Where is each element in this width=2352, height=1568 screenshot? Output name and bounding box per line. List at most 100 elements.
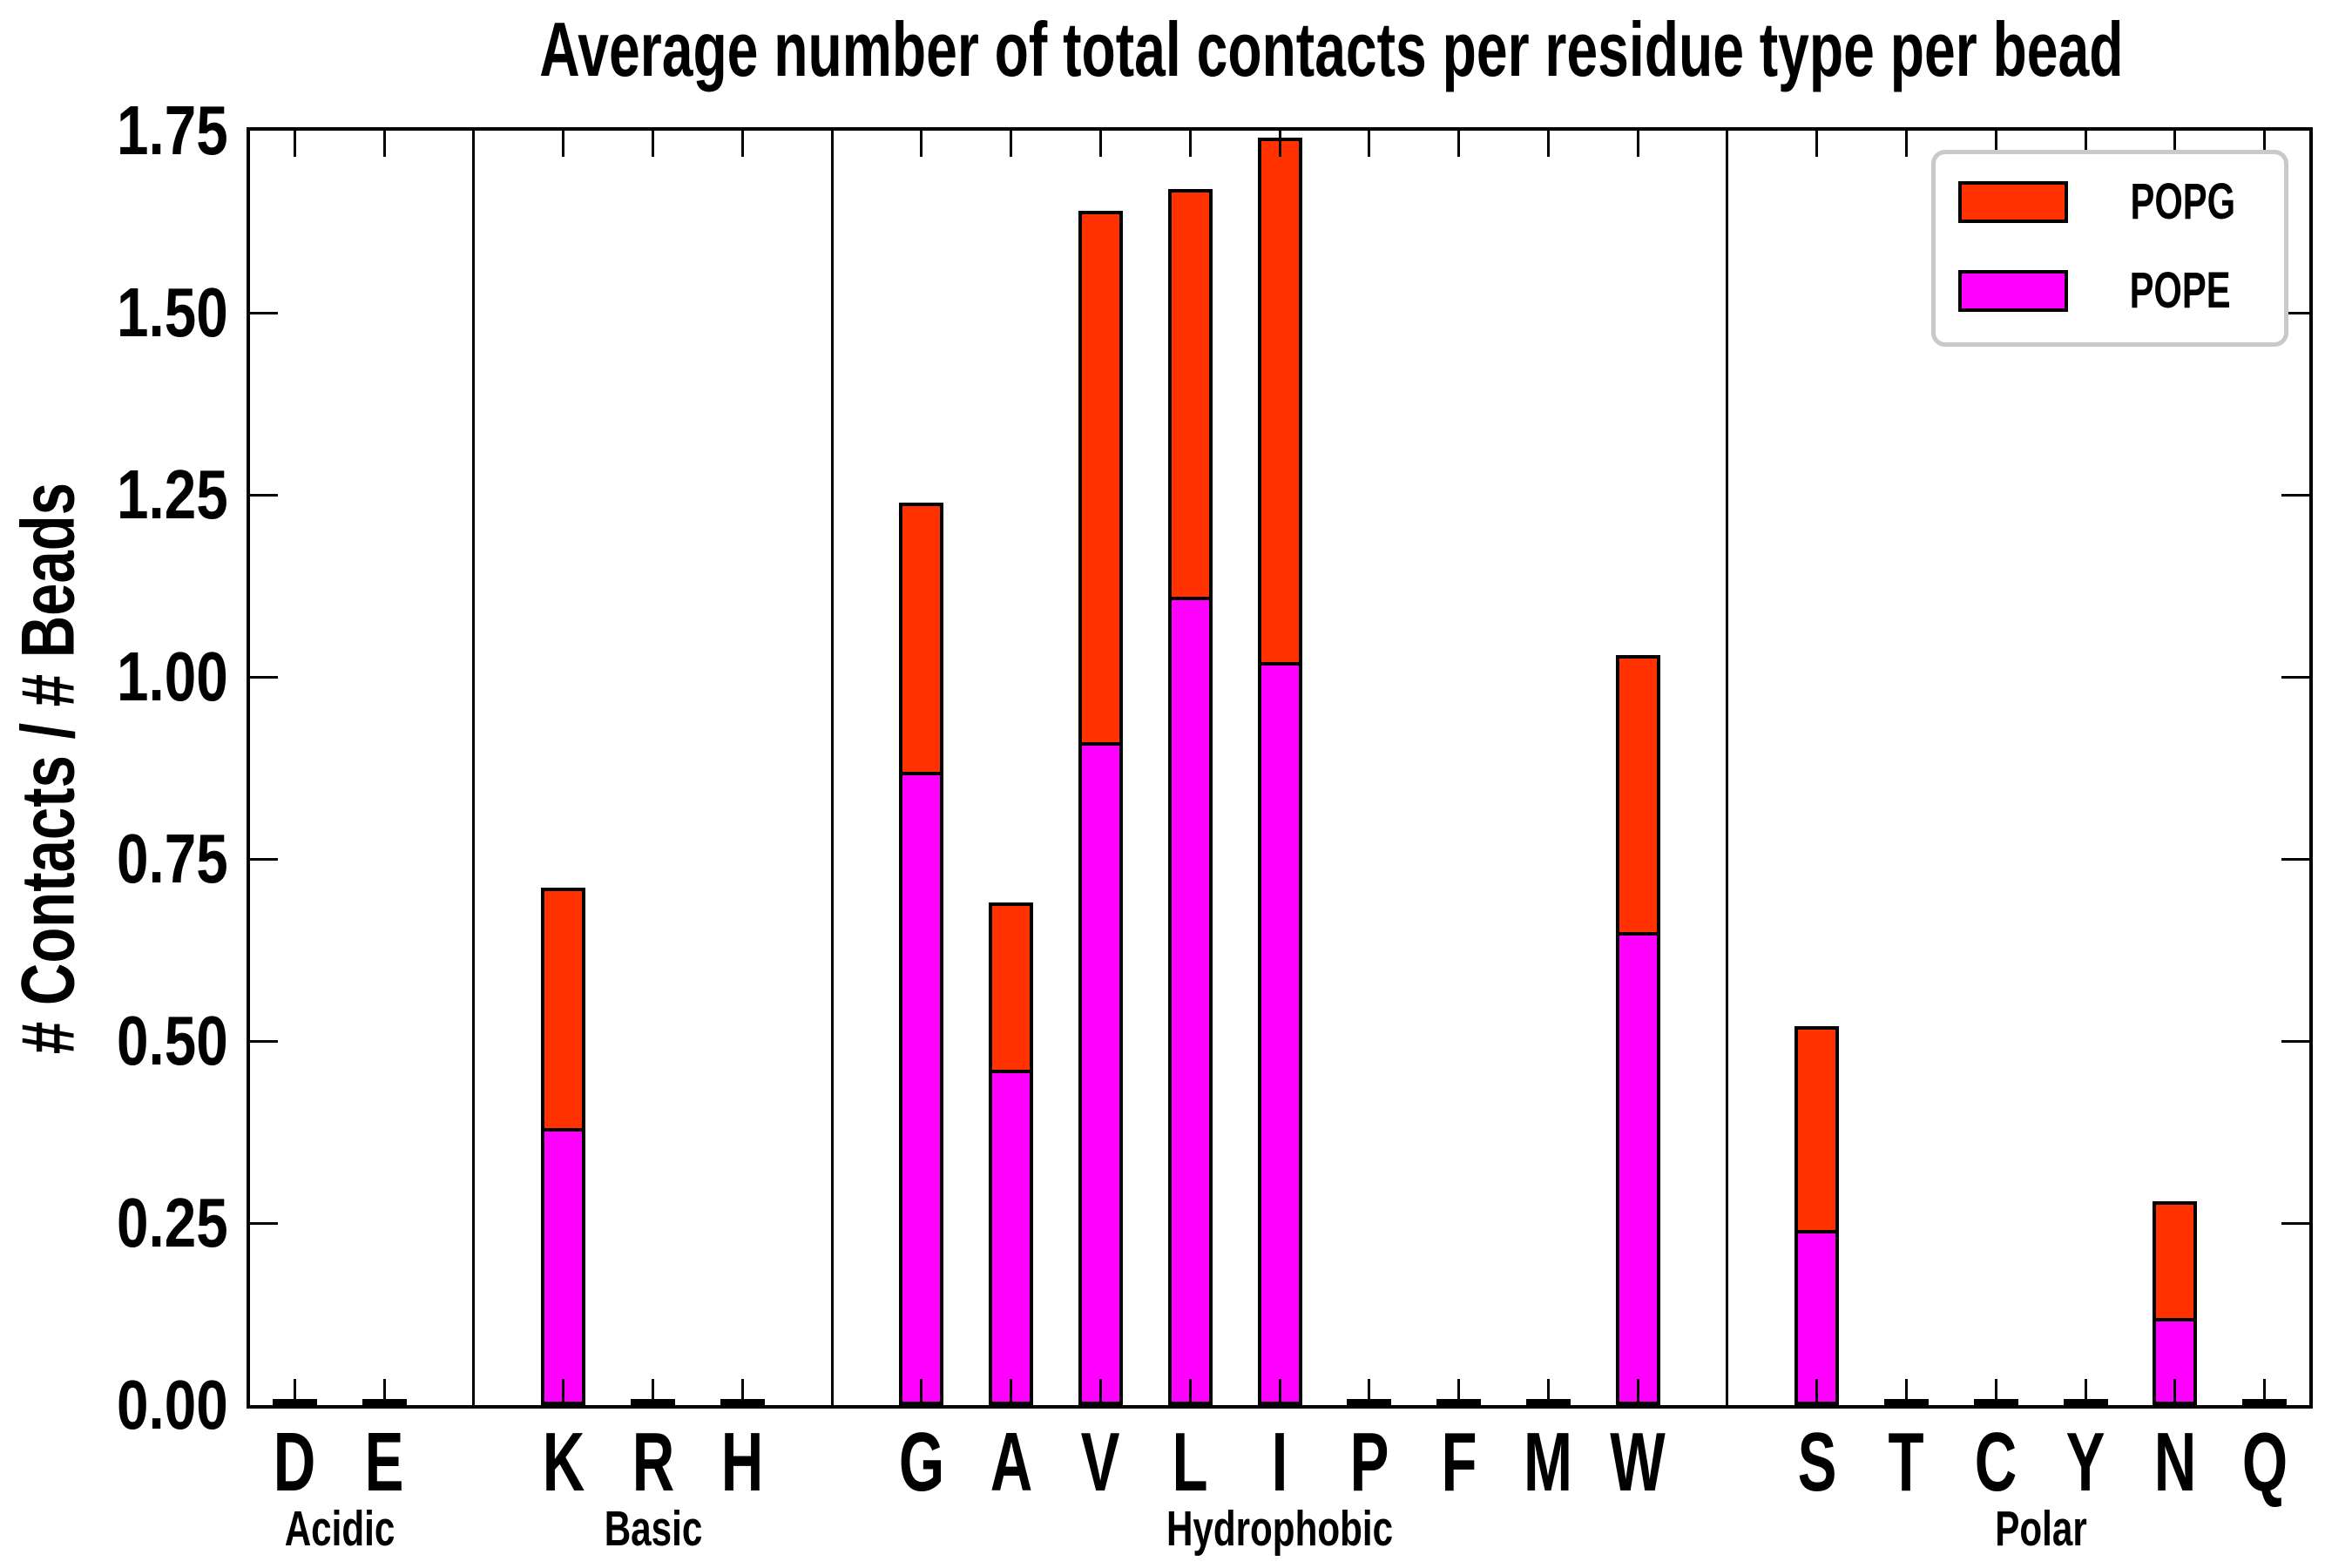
x-tick-bottom-Y <box>2084 1379 2087 1405</box>
y-tick-label-1.25: 1.25 <box>0 455 228 535</box>
x-tick-top-Y <box>2084 131 2087 157</box>
bar-W-popg <box>1615 655 1660 936</box>
x-tick-bottom-H <box>740 1379 744 1405</box>
group-divider-2 <box>830 131 834 1405</box>
x-label-L: L <box>1165 1415 1216 1511</box>
legend-label-text: POPE <box>2129 262 2231 319</box>
bar-N-popg <box>2153 1201 2198 1321</box>
x-tick-top-M <box>1546 131 1550 157</box>
y-tick-label-text: 0.75 <box>117 820 228 897</box>
plot-area: POPG POPE <box>247 127 2313 1409</box>
y-tick-label-0.50: 0.50 <box>0 1001 228 1081</box>
x-tick-top-W <box>1636 131 1639 157</box>
y-tick-label-text: 1.75 <box>117 91 228 169</box>
group-label-basic: Basic <box>586 1500 719 1558</box>
y-tick-left <box>250 1039 278 1043</box>
x-tick-top-V <box>1098 131 1102 157</box>
x-label-text: A <box>990 1416 1032 1509</box>
y-tick-left <box>250 675 278 679</box>
group-label-text: Hydrophobic <box>1166 1501 1394 1557</box>
x-tick-top-F <box>1457 131 1461 157</box>
x-label-I: I <box>1268 1415 1292 1511</box>
group-divider-3 <box>1726 131 1729 1405</box>
legend-label-text: POPG <box>2130 173 2236 230</box>
group-label-acidic: Acidic <box>265 1500 414 1558</box>
x-tick-top-A <box>1010 131 1013 157</box>
legend: POPG POPE <box>1931 150 2288 347</box>
y-tick-label-text: 1.00 <box>117 638 228 715</box>
x-label-T: T <box>1881 1415 1932 1511</box>
bar-S-popg <box>1794 1026 1840 1233</box>
y-tick-label-1.50: 1.50 <box>0 273 228 353</box>
legend-label-popg: POPG <box>2110 177 2256 227</box>
bar-L-pope <box>1167 597 1213 1405</box>
x-tick-bottom-K <box>562 1379 565 1405</box>
x-tick-bottom-N <box>2173 1379 2177 1405</box>
y-tick-left <box>250 311 278 314</box>
x-label-Y: Y <box>2058 1415 2113 1511</box>
x-tick-top-G <box>920 131 923 157</box>
chart-title: Average number of total contacts per res… <box>247 5 2313 94</box>
x-tick-bottom-M <box>1546 1379 1550 1405</box>
x-tick-bottom-S <box>1815 1379 1819 1405</box>
y-tick-label-0.75: 0.75 <box>0 819 228 899</box>
x-label-text: C <box>1974 1416 2017 1509</box>
x-label-text: V <box>1081 1416 1120 1509</box>
bar-G-pope <box>899 772 944 1405</box>
x-tick-top-S <box>1815 131 1819 157</box>
group-label-text: Basic <box>604 1501 702 1557</box>
x-label-F: F <box>1433 1415 1484 1511</box>
y-tick-right <box>2281 1039 2309 1043</box>
bar-K-pope <box>541 1128 586 1405</box>
x-label-text: W <box>1610 1416 1666 1509</box>
legend-row-popg: POPG <box>1958 177 2256 227</box>
x-tick-top-L <box>1188 131 1192 157</box>
x-label-text: D <box>274 1416 316 1509</box>
bar-I-popg <box>1257 138 1302 666</box>
chart-title-text: Average number of total contacts per res… <box>539 6 2124 92</box>
y-axis-title-text: # Contacts / # Beads <box>6 482 91 1055</box>
group-label-text: Acidic <box>284 1501 395 1557</box>
y-tick-right <box>2281 857 2309 861</box>
legend-swatch-pope <box>1958 270 2069 312</box>
x-label-D: D <box>265 1415 325 1511</box>
x-label-R: R <box>623 1415 683 1511</box>
x-tick-bottom-D <box>293 1379 296 1405</box>
x-label-text: I <box>1271 1416 1288 1509</box>
x-label-text: Q <box>2241 1416 2288 1509</box>
group-label-text: Polar <box>1994 1501 2087 1557</box>
x-tick-top-P <box>1368 131 1371 157</box>
legend-swatch-popg <box>1958 181 2069 223</box>
x-tick-bottom-R <box>652 1379 655 1405</box>
y-tick-right <box>2281 1221 2309 1225</box>
x-label-text: N <box>2153 1416 2197 1509</box>
y-tick-label-0.25: 0.25 <box>0 1183 228 1263</box>
y-tick-label-1.00: 1.00 <box>0 637 228 717</box>
x-tick-top-E <box>382 131 386 157</box>
x-tick-bottom-E <box>382 1379 386 1405</box>
bar-V-popg <box>1078 211 1123 746</box>
x-label-text: K <box>542 1416 585 1509</box>
x-tick-top-C <box>1994 131 1997 157</box>
x-label-text: M <box>1524 1416 1573 1509</box>
x-label-text: E <box>364 1416 404 1509</box>
x-tick-bottom-Q <box>2263 1379 2267 1405</box>
y-tick-left <box>250 1221 278 1225</box>
y-tick-right <box>2281 311 2309 314</box>
x-tick-bottom-A <box>1010 1379 1013 1405</box>
y-tick-label-text: 0.50 <box>117 1002 228 1079</box>
group-label-hydrophobic: Hydrophobic <box>1126 1500 1433 1558</box>
x-label-text: P <box>1349 1416 1389 1509</box>
x-tick-bottom-P <box>1368 1379 1371 1405</box>
bar-A-pope <box>989 1070 1034 1405</box>
x-label-V: V <box>1072 1415 1128 1511</box>
group-label-polar: Polar <box>1978 1500 2103 1558</box>
legend-label-pope: POPE <box>2110 266 2250 316</box>
x-tick-top-I <box>1278 131 1281 157</box>
x-label-H: H <box>713 1415 773 1511</box>
y-tick-label-text: 0.25 <box>117 1184 228 1261</box>
y-tick-label-1.75: 1.75 <box>0 91 228 171</box>
x-label-C: C <box>1966 1415 2026 1511</box>
x-label-S: S <box>1789 1415 1845 1511</box>
y-tick-right <box>2281 493 2309 497</box>
